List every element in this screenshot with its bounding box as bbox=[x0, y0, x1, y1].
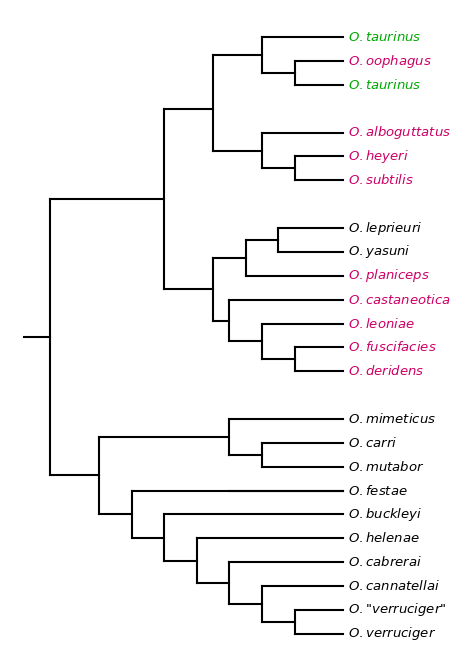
Text: $\it{O. deridens}$: $\it{O. deridens}$ bbox=[348, 364, 425, 378]
Text: $\it{O. fuscifacies}$: $\it{O. fuscifacies}$ bbox=[348, 341, 437, 355]
Text: $\it{O. heyeri}$: $\it{O. heyeri}$ bbox=[348, 148, 409, 165]
Text: $\it{O. mimeticus}$: $\it{O. mimeticus}$ bbox=[348, 412, 437, 426]
Text: $\it{O. leoniae}$: $\it{O. leoniae}$ bbox=[348, 316, 415, 331]
Text: $\it{O. planiceps}$: $\it{O. planiceps}$ bbox=[348, 268, 430, 284]
Text: $\it{O. verruciger}$: $\it{O. verruciger}$ bbox=[348, 625, 437, 643]
Text: $\it{O. leprieuri}$: $\it{O. leprieuri}$ bbox=[348, 219, 422, 237]
Text: $\it{O. festae}$: $\it{O. festae}$ bbox=[348, 484, 408, 498]
Text: $\it{O. buckleyi}$: $\it{O. buckleyi}$ bbox=[348, 506, 423, 523]
Text: $\it{O. cabrerai}$: $\it{O. cabrerai}$ bbox=[348, 555, 422, 569]
Text: $\it{O. castaneotica}$: $\it{O. castaneotica}$ bbox=[348, 293, 451, 306]
Text: $\it{O. alboguttatus}$: $\it{O. alboguttatus}$ bbox=[348, 124, 451, 141]
Text: $\it{O. taurinus}$: $\it{O. taurinus}$ bbox=[348, 78, 422, 92]
Text: $\it{O. cannatellai}$: $\it{O. cannatellai}$ bbox=[348, 579, 440, 593]
Text: $\it{O. mutabor}$: $\it{O. mutabor}$ bbox=[348, 460, 425, 474]
Text: $\it{O. helenae}$: $\it{O. helenae}$ bbox=[348, 531, 420, 545]
Text: $\it{O. yasuni}$: $\it{O. yasuni}$ bbox=[348, 243, 411, 260]
Text: $\it{O. oophagus}$: $\it{O. oophagus}$ bbox=[348, 53, 432, 70]
Text: $\it{O. \text{"}verruciger\text{"}}$: $\it{O. \text{"}verruciger\text{"}}$ bbox=[348, 602, 447, 618]
Text: $\it{O. carri}$: $\it{O. carri}$ bbox=[348, 436, 398, 450]
Text: $\it{O. taurinus}$: $\it{O. taurinus}$ bbox=[348, 30, 422, 44]
Text: $\it{O. subtilis}$: $\it{O. subtilis}$ bbox=[348, 173, 414, 187]
